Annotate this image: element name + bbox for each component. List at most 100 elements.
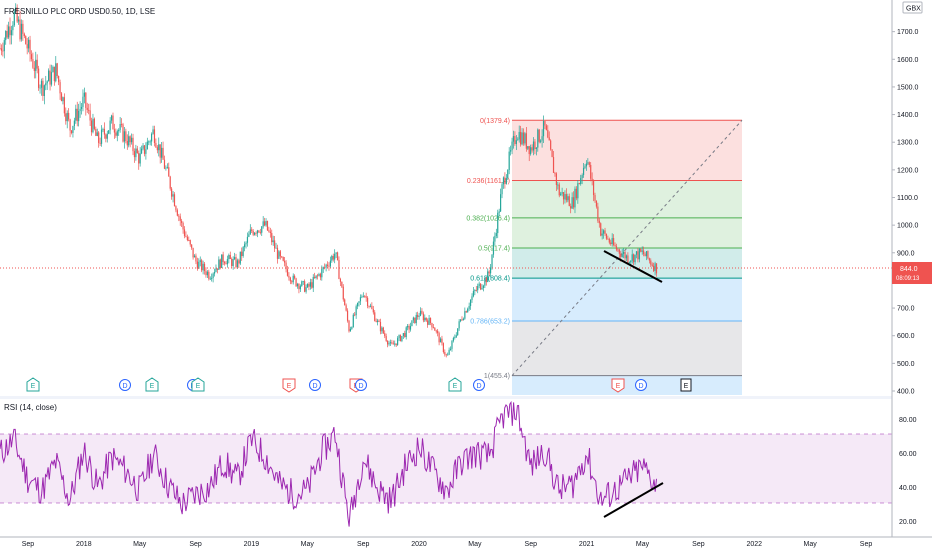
candle-body	[434, 327, 436, 331]
candle-body	[507, 169, 509, 179]
candle-body	[477, 286, 479, 291]
candle-body	[264, 221, 266, 226]
candle-body	[173, 194, 176, 207]
event-marker-dividend[interactable]: D	[355, 379, 367, 391]
candle-body	[452, 337, 455, 341]
candle-body	[65, 113, 67, 122]
candle-body	[136, 148, 138, 154]
candle-body	[442, 343, 444, 353]
fib-zone	[512, 217, 742, 248]
candle-body	[389, 342, 392, 344]
candle-body	[294, 275, 296, 279]
fibonacci-retracement[interactable]: 0(1379.4)0.236(1161.4)0.382(1026.4)0.5(9…	[466, 118, 743, 395]
price-tick-label: 600.0	[897, 333, 915, 340]
candle-body	[309, 282, 311, 287]
event-marker-earnings-up[interactable]: E	[191, 377, 205, 392]
price-trendline[interactable]	[603, 250, 663, 283]
candle-body	[581, 175, 583, 179]
candle-body	[587, 162, 589, 164]
candle-body	[617, 249, 619, 251]
event-marker-earnings-up[interactable]: E	[448, 377, 462, 392]
candle-body	[528, 146, 530, 155]
time-tick-label: May	[301, 541, 315, 548]
candle-body	[388, 343, 390, 345]
event-marker-dividend[interactable]: D	[635, 379, 647, 391]
candle-body	[149, 141, 151, 143]
event-marker-upcoming[interactable]: E	[680, 378, 692, 392]
event-marker-earnings-down[interactable]: E	[611, 378, 625, 393]
time-tick-label: 2019	[244, 541, 260, 548]
candle-body	[215, 268, 217, 272]
event-markers[interactable]: EDEDEEDEDEDEDE	[26, 377, 692, 393]
candle-body	[168, 167, 170, 177]
candle-body	[575, 188, 578, 199]
candle-body	[511, 141, 513, 151]
candle-body	[365, 296, 367, 298]
event-marker-earnings-down[interactable]: E	[282, 378, 296, 393]
price-scale[interactable]: 1700.0 1600.0 1500.0 1400.0 1300.0 1200.0 1100…	[891, 0, 932, 550]
candle-body	[594, 195, 596, 201]
rsi-trendline[interactable]	[603, 482, 664, 518]
candle-body	[188, 240, 190, 241]
candle-body	[395, 343, 397, 346]
candle-body	[654, 263, 656, 271]
candle-body	[231, 259, 233, 267]
panel-separator[interactable]	[0, 396, 932, 399]
candle-body	[578, 183, 580, 185]
candle-body	[229, 255, 231, 260]
candle-body	[567, 196, 569, 201]
candle-body	[299, 286, 301, 290]
candle-body	[645, 251, 648, 257]
candle-body	[655, 263, 658, 274]
candle-body	[48, 70, 50, 82]
candle-body	[521, 132, 523, 145]
candle-body	[245, 242, 247, 245]
candle-body	[285, 262, 287, 270]
candle-body	[75, 108, 77, 121]
candle-body	[253, 232, 256, 235]
candle-body	[56, 63, 58, 77]
candle-body	[90, 120, 93, 133]
candle-body	[525, 133, 527, 149]
event-marker-dividend[interactable]: D	[309, 379, 321, 391]
candle-body	[540, 140, 542, 142]
time-tick-label: May	[636, 541, 650, 548]
candle-body	[46, 81, 48, 84]
candle-body	[425, 317, 427, 321]
time-scale[interactable]: Sep 2018 May Sep 2019 May Sep 2020 May Sep 2021 May…	[0, 536, 932, 548]
candle-body	[471, 296, 473, 300]
event-marker-dividend[interactable]: D	[473, 379, 485, 391]
candle-body	[119, 124, 121, 130]
candle-body	[242, 247, 244, 257]
candle-body	[86, 107, 88, 110]
currency-badge[interactable]	[902, 1, 923, 14]
candle-body	[382, 327, 384, 334]
candle-body	[653, 265, 655, 271]
candle-body	[651, 264, 653, 266]
candle-body	[541, 136, 543, 141]
candle-body	[262, 221, 264, 227]
candle-body	[648, 258, 650, 261]
candle-body	[80, 106, 83, 109]
candle-body	[404, 333, 406, 338]
candle-body	[508, 151, 510, 170]
event-marker-dividend[interactable]: D	[119, 379, 131, 391]
candle-body	[218, 259, 220, 270]
candle-body	[36, 59, 38, 69]
candle-body	[326, 264, 329, 266]
candle-body	[334, 253, 336, 260]
candle-body	[53, 66, 55, 82]
candle-body	[25, 36, 27, 45]
candle-body	[125, 131, 127, 142]
candle-body	[175, 206, 177, 211]
price-tick-label: 1600.0	[897, 57, 919, 64]
candle-body	[437, 330, 439, 334]
event-marker-earnings-up[interactable]: E	[26, 377, 40, 392]
candle-body	[83, 92, 85, 97]
candle-body	[472, 291, 475, 297]
candle-body	[387, 340, 389, 345]
candle-body	[76, 108, 78, 122]
candle-body	[39, 87, 41, 89]
candle-body	[627, 255, 629, 263]
event-marker-earnings-up[interactable]: E	[145, 377, 159, 392]
